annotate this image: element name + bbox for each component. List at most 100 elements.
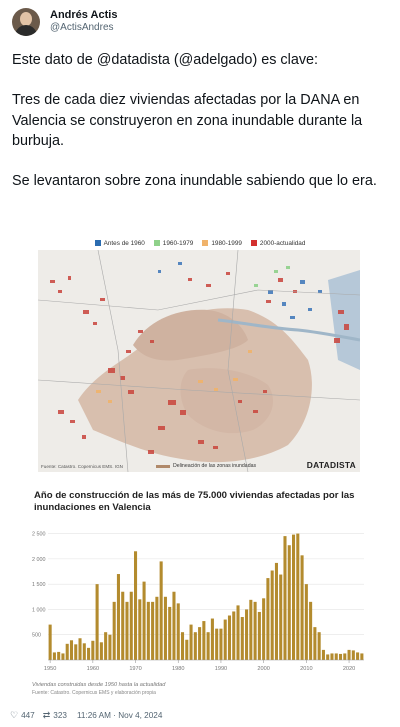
bar-1999	[257, 611, 261, 660]
bar-2012	[313, 627, 317, 660]
bar-chart: 500 1 000 1 500 2 000 2 500 1950 1960 1970 1980 1…	[30, 520, 370, 680]
y-tick-label: 1 500	[32, 582, 46, 588]
author-handle[interactable]: @ActisAndres	[50, 22, 114, 33]
avatar[interactable]	[12, 8, 40, 36]
tweet-paragraph: Este dato de @datadista (@adelgado) es c…	[12, 52, 319, 68]
avatar-face	[20, 12, 32, 26]
bar-1982	[185, 639, 189, 660]
tweet-text: Este dato de @datadista (@adelgado) es c…	[12, 50, 388, 211]
tweet-paragraph: Tres de cada diez viviendas afectadas po…	[12, 92, 367, 149]
bar-1971	[138, 599, 142, 660]
bar-1961	[95, 584, 99, 660]
bar-2004	[279, 574, 283, 660]
bar-2014	[321, 649, 325, 660]
bar-1985	[198, 627, 202, 660]
bar-1967	[121, 591, 125, 660]
legend-item: 1980-1999	[202, 240, 242, 247]
brand-logo: DATADISTA	[306, 460, 356, 470]
bar-1975	[155, 596, 159, 660]
bar-2006	[287, 545, 291, 660]
x-tick-label: 1960	[87, 666, 99, 672]
bar-2023	[360, 653, 364, 660]
bar-2019	[343, 653, 347, 660]
bar-1991	[223, 619, 227, 660]
bar-1976	[159, 561, 163, 660]
bar-1953	[61, 653, 65, 660]
x-tick-label: 1970	[129, 666, 141, 672]
legend-item: 1960-1979	[153, 239, 194, 247]
bar-1968	[125, 601, 129, 660]
bar-1972	[142, 581, 146, 660]
bar-2000	[262, 598, 266, 660]
tweet-actions: ♡ 447 ⇄ 323 11:26 AM · Nov 4, 2024	[10, 708, 390, 722]
chart-title: Año de construcción de las más de 75.000…	[34, 490, 355, 513]
map-legend-top: Antes de 1960 1960-1979 1980-1999 2000-a…	[30, 236, 370, 250]
tweet-paragraph: Se levantaron sobre zona inundable sabie…	[12, 173, 377, 190]
legend-swatch	[250, 240, 257, 246]
bar-1989	[215, 628, 219, 660]
y-tick-label: 2 000	[32, 557, 46, 563]
x-tick-label: 1990	[215, 666, 227, 672]
retweet-button[interactable]: ⇄ 323	[42, 709, 67, 720]
bar-2021	[351, 650, 355, 660]
bar-1950	[48, 624, 52, 660]
bar-1973	[146, 601, 150, 660]
author-name[interactable]: Andrés Actis	[50, 9, 118, 21]
legend-swatch	[202, 240, 209, 246]
bar-1974	[151, 601, 155, 660]
map-graphic	[38, 250, 360, 472]
x-tick-label: 2010	[300, 666, 312, 672]
bar-2007	[292, 534, 296, 660]
bar-1970	[134, 551, 138, 660]
bar-1979	[172, 591, 176, 660]
x-tick-label: 1950	[44, 666, 56, 672]
avatar-body	[15, 25, 37, 36]
retweet-icon: ⇄	[42, 709, 51, 720]
bar-1988	[210, 618, 214, 660]
chart-source: Fuente: Catastro. Copernicus EMS y elabo…	[32, 690, 156, 696]
like-button[interactable]: ♡ 447	[10, 709, 35, 720]
retweet-count: 323	[53, 710, 67, 720]
legend-item: 2000-actualidad	[250, 239, 306, 247]
chart-note: Viviendas construidas desde 1950 hasta l…	[32, 682, 166, 688]
zone-legend-label: Delineación de las zonas inundadas	[173, 463, 257, 469]
legend-label: Antes de 1960	[103, 239, 145, 247]
bar-1987	[206, 632, 210, 660]
tweet-media[interactable]: Antes de 1960 1960-1979 1980-1999 2000-a…	[30, 236, 370, 700]
bar-2009	[300, 555, 304, 660]
bar-1960	[91, 640, 95, 660]
bar-1951	[52, 652, 56, 660]
x-tick-label: 2020	[343, 666, 355, 672]
bar-2022	[356, 652, 360, 660]
heart-icon: ♡	[10, 709, 19, 720]
bar-2017	[334, 653, 338, 660]
bar-1998	[253, 601, 257, 660]
legend-swatch	[94, 240, 101, 246]
bar-2018	[338, 653, 343, 660]
legend-label: 1960-1979	[162, 239, 194, 247]
bar-1966	[116, 574, 120, 660]
y-tick-label: 500	[32, 633, 41, 639]
bar-2001	[266, 578, 270, 660]
x-tick-label: 1980	[172, 666, 184, 672]
y-tick-label: 1 000	[32, 607, 46, 613]
bar-1969	[129, 591, 133, 660]
bar-2002	[270, 570, 274, 660]
map-credit: Fuente: Catastro. Copernicus EMS. IGN	[41, 464, 123, 469]
bar-1964	[108, 634, 112, 660]
bar-1986	[202, 621, 206, 660]
bar-1954	[65, 643, 69, 660]
bar-1956	[74, 644, 78, 660]
bar-1963	[104, 632, 108, 660]
tweet-header: Andrés Actis @ActisAndres	[12, 8, 388, 42]
bar-1993	[232, 611, 236, 660]
legend-label: 2000-actualidad	[259, 239, 306, 247]
tweet-datetime[interactable]: 11:26 AM · Nov 4, 2024	[76, 710, 163, 720]
legend-item: Antes de 1960	[94, 239, 145, 247]
x-tick-label: 2000	[257, 666, 269, 672]
bar-2013	[317, 632, 321, 660]
bar-1962	[99, 642, 103, 660]
bar-1997	[249, 599, 253, 660]
bar-1995	[240, 617, 244, 660]
legend-label: 1980-1999	[211, 239, 242, 247]
